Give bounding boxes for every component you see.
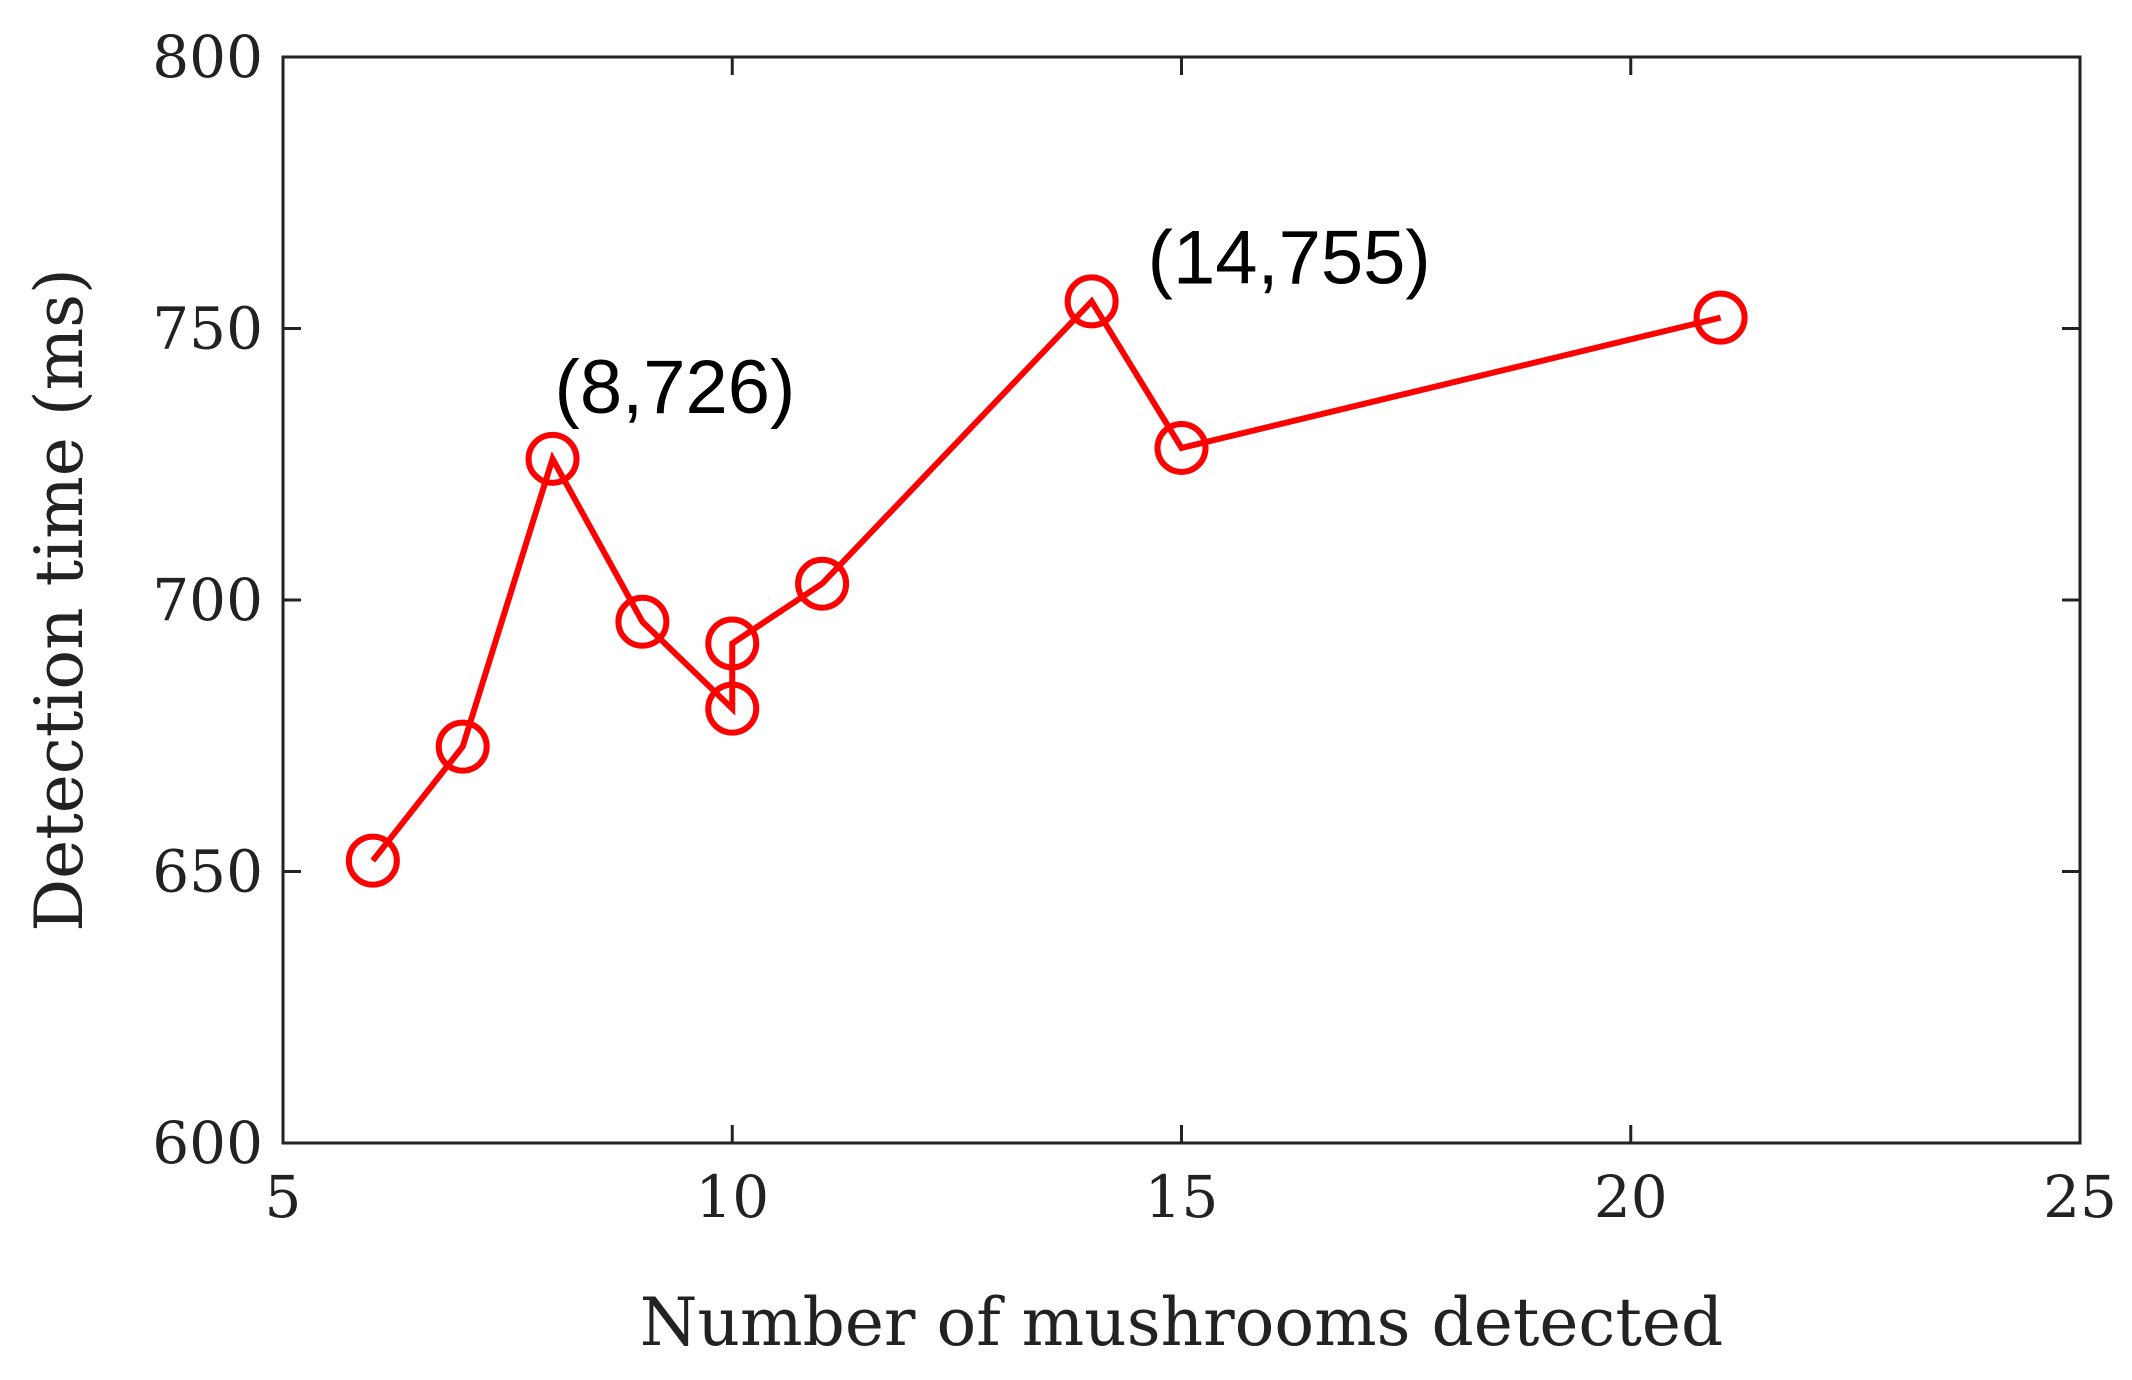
- x-axis-title: Number of mushrooms detected: [640, 1284, 1723, 1361]
- ticks: 5 10 15 20 25 600 650 700 750 800: [152, 23, 2117, 1231]
- x-tick-label: 20: [1594, 1163, 1668, 1231]
- x-tick-label: 25: [2043, 1163, 2117, 1231]
- data-point-marker: [1693, 290, 1748, 345]
- series-layer: [345, 274, 1748, 888]
- data-annotation: (14,755): [1148, 215, 1431, 300]
- y-tick-label: 750: [152, 295, 263, 363]
- annotations: (8,726) (14,755): [555, 215, 1431, 429]
- data-point-marker: [345, 833, 400, 888]
- data-point-marker: [795, 556, 850, 611]
- y-tick-label: 650: [152, 838, 263, 906]
- data-annotation: (8,726): [555, 345, 796, 430]
- y-tick-label: 600: [152, 1109, 263, 1177]
- y-axis-title: Detection time (ms): [21, 268, 98, 932]
- data-point-marker: [1154, 420, 1209, 475]
- data-point-marker: [525, 431, 580, 486]
- data-point-marker: [615, 594, 670, 649]
- data-point-marker: [705, 616, 760, 671]
- data-point-marker: [705, 681, 760, 736]
- data-point-marker: [435, 719, 490, 774]
- x-tick-label: 5: [265, 1163, 302, 1231]
- x-tick-label: 10: [695, 1163, 769, 1231]
- series-line: [370, 296, 1722, 863]
- y-tick-label: 800: [152, 23, 263, 91]
- data-point-marker: [1064, 274, 1119, 329]
- y-tick-label: 700: [152, 566, 263, 634]
- x-tick-label: 15: [1145, 1163, 1219, 1231]
